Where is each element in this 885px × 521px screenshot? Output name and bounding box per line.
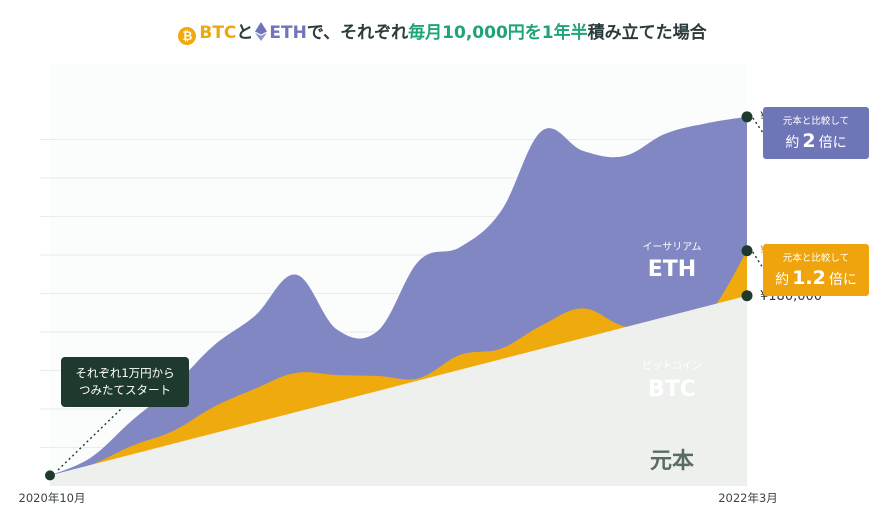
eth-end-marker [741,111,753,123]
btc-callout-box [763,244,869,296]
eth-label-small: イーサリアム [642,241,701,253]
eth-callout-box [763,107,869,159]
title-highlight: 毎月10,000円を1年半 [408,23,588,43]
bitcoin-icon: ₿ [178,27,197,45]
btc-end-marker [741,245,753,257]
chart-title: ₿ BTCと ETHで、それぞれ毎月10,000円を1年半積み立てた場合 [0,18,885,45]
start-note-line: つみたてスタート [79,383,171,397]
eth-callout-line2: 約 2 倍に [785,130,846,152]
principal-end-marker [741,290,753,302]
x-tick-end: 2022年3月 [718,491,778,505]
eth-label: ETH [648,257,696,282]
btc-label-small: ビットコイン [642,360,702,372]
title-tail: 積み立てた場合 [587,23,707,43]
principal-label: 元本 [650,449,694,474]
ethereum-icon [255,22,268,41]
eth-callout-line1: 元本と比較して [783,115,849,127]
btc-label: BTC [648,377,696,402]
start-point-marker [45,470,55,481]
title-de: で、それぞれ [306,23,409,43]
x-tick-start: 2020年10月 [19,491,86,505]
principal-area [50,295,747,486]
btc-callout-line1: 元本と比較して [783,252,849,264]
title-eth: ETH [269,23,307,43]
btc-callout-line2: 約 1.2 倍に [775,267,857,289]
start-note-box [61,357,189,407]
title-btc: BTC [199,23,237,43]
start-note-line: それぞれ1万円から [75,366,174,380]
title-to: と [236,23,254,43]
